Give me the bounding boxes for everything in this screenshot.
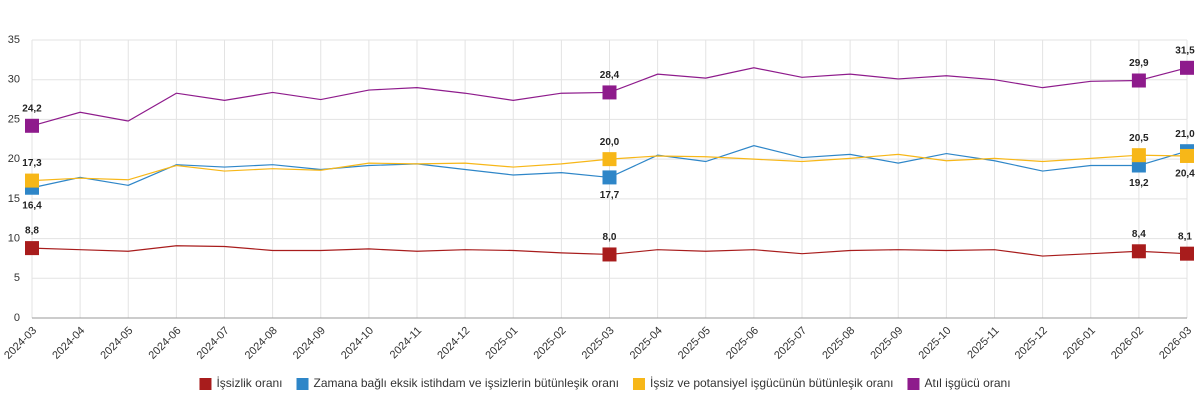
value-label: 21,0 — [1175, 129, 1195, 140]
y-tick-label: 20 — [8, 153, 20, 165]
y-tick-label: 10 — [8, 232, 20, 244]
x-tick-label: 2026-03 — [1157, 325, 1194, 362]
x-tick-label: 2024-10 — [339, 325, 376, 362]
point-marker — [25, 118, 39, 133]
legend-label: İşsiz ve potansiyel işgücünün bütünleşik… — [650, 376, 893, 390]
value-label: 8,1 — [1178, 231, 1192, 242]
point-marker — [25, 241, 39, 256]
legend-swatch — [907, 378, 920, 390]
x-tick-label: 2024-03 — [2, 325, 39, 362]
value-label: 16,4 — [22, 200, 42, 211]
x-tick-label: 2025-12 — [1013, 325, 1050, 362]
x-tick-label: 2026-02 — [1109, 325, 1146, 362]
legend-swatch — [632, 378, 645, 390]
x-tick-label: 2025-07 — [772, 325, 809, 362]
point-marker — [25, 173, 39, 188]
value-label: 29,9 — [1129, 58, 1149, 69]
x-tick-label: 2025-06 — [724, 325, 761, 362]
value-label: 8,4 — [1132, 229, 1146, 240]
x-tick-label: 2024-06 — [147, 325, 184, 362]
y-tick-label: 0 — [14, 312, 20, 324]
value-label: 24,2 — [22, 103, 42, 114]
point-marker — [602, 247, 617, 262]
legend-label: İşsizlik oranı — [216, 376, 282, 390]
point-marker — [602, 170, 617, 185]
value-label: 20,4 — [1175, 169, 1195, 180]
point-marker — [1180, 148, 1194, 163]
x-tick-label: 2025-03 — [580, 325, 617, 362]
y-tick-label: 30 — [8, 74, 20, 86]
legend: İşsizlik oranı Zamana bağlı eksik istihda… — [199, 376, 1011, 390]
x-tick-label: 2024-04 — [50, 325, 87, 362]
legend-swatch — [199, 378, 212, 390]
x-tick-label: 2024-11 — [388, 325, 424, 361]
legend-label: Zamana bağlı eksik istihdam ve işsizleri… — [314, 376, 619, 390]
x-tick-label: 2025-04 — [628, 325, 665, 362]
x-tick-label: 2025-08 — [820, 325, 857, 362]
point-marker — [1131, 244, 1146, 259]
value-label: 28,4 — [600, 70, 620, 81]
x-tick-label: 2025-01 — [483, 325, 520, 362]
x-tick-label: 2026-01 — [1061, 325, 1098, 362]
x-tick-label: 2025-05 — [676, 325, 713, 362]
value-label: 20,5 — [1129, 133, 1149, 144]
point-marker — [602, 152, 617, 167]
x-tick-label: 2025-10 — [917, 325, 954, 362]
x-tick-label: 2025-02 — [532, 325, 569, 362]
x-tick-label: 2024-07 — [195, 325, 232, 362]
value-label: 19,2 — [1129, 178, 1149, 189]
x-tick-label: 2024-12 — [435, 325, 472, 362]
value-label: 17,7 — [600, 190, 620, 201]
point-marker — [1180, 246, 1194, 261]
x-tick-label: 2025-11 — [965, 325, 1001, 361]
x-tick-label: 2024-08 — [243, 325, 280, 362]
legend-label: Atıl işgücü oranı — [924, 376, 1010, 390]
value-label: 8,8 — [25, 226, 39, 237]
value-label: 20,0 — [600, 137, 620, 148]
x-tick-label: 2025-09 — [868, 325, 905, 362]
value-label: 8,0 — [603, 232, 617, 243]
y-tick-label: 5 — [14, 272, 20, 284]
x-tick-label: 2024-09 — [291, 325, 328, 362]
x-tick-label: 2024-05 — [98, 325, 135, 362]
legend-swatch — [296, 378, 309, 390]
y-tick-label: 25 — [8, 113, 20, 125]
point-marker — [1131, 148, 1146, 163]
y-tick-label: 35 — [8, 34, 20, 46]
value-label: 17,3 — [22, 158, 42, 169]
y-tick-label: 15 — [8, 193, 20, 205]
point-marker — [1131, 73, 1146, 88]
point-marker — [1180, 60, 1194, 75]
value-label: 31,5 — [1175, 45, 1195, 56]
point-marker — [602, 85, 617, 100]
